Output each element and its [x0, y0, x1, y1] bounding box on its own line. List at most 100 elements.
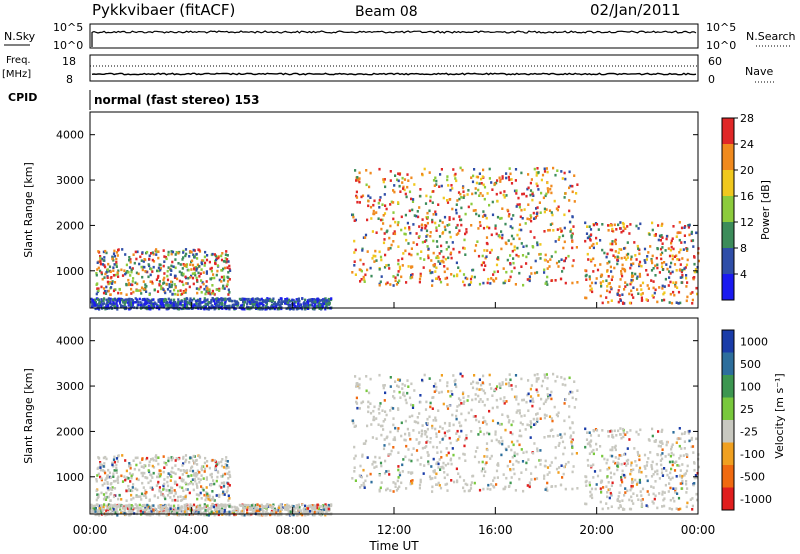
- velocity-cell: [210, 498, 213, 501]
- power-cell: [313, 305, 316, 308]
- velocity-cell: [495, 469, 499, 473]
- velocity-cell: [164, 510, 167, 513]
- power-cell: [638, 248, 641, 252]
- power-cell: [222, 260, 226, 263]
- velocity-cell: [425, 430, 428, 434]
- velocity-cell: [397, 427, 400, 430]
- power-cell: [637, 292, 640, 295]
- power-cell: [509, 254, 512, 257]
- velocity-cell: [209, 473, 212, 477]
- power-cell: [149, 273, 152, 277]
- power-cell: [383, 212, 387, 215]
- velocity-cell: [164, 497, 167, 501]
- velocity-cell: [253, 509, 256, 512]
- velocity-cell: [521, 398, 524, 402]
- power-cell: [638, 264, 641, 268]
- power-cell: [665, 263, 668, 266]
- power-cell: [306, 299, 309, 302]
- power-cell: [504, 222, 507, 226]
- velocity-cell: [184, 510, 187, 514]
- velocity-cell: [691, 508, 694, 511]
- power-cell: [415, 232, 418, 235]
- velocity-cell: [202, 477, 205, 480]
- power-cell: [182, 290, 185, 293]
- power-cell: [611, 229, 614, 232]
- power-cell: [100, 271, 103, 274]
- power-cell: [432, 251, 435, 255]
- power-cell: [470, 275, 473, 278]
- velocity-cell: [210, 475, 213, 479]
- power-cell: [199, 272, 202, 275]
- velocity-cell: [180, 513, 183, 517]
- power-cell: [525, 262, 528, 265]
- velocity-cell: [613, 429, 616, 433]
- power-cell: [529, 214, 532, 217]
- velocity-cell: [254, 509, 257, 513]
- power-cell: [377, 201, 380, 205]
- power-cell: [273, 307, 276, 311]
- power-cell: [645, 258, 648, 261]
- velocity-cell: [111, 486, 114, 489]
- power-cell: [382, 214, 385, 217]
- power-cell: [128, 307, 131, 311]
- velocity-cell: [474, 450, 478, 453]
- velocity-cell: [678, 427, 681, 430]
- power-cell: [611, 275, 614, 279]
- power-cell: [352, 215, 355, 219]
- power-cell: [658, 286, 661, 289]
- power-cell: [184, 263, 187, 267]
- power-cell: [606, 289, 609, 293]
- velocity-cell: [133, 467, 136, 471]
- power-cell: [164, 291, 167, 295]
- velocity-cell: [526, 393, 529, 397]
- velocity-cell: [186, 508, 189, 512]
- velocity-cell: [246, 506, 249, 509]
- power-cell: [575, 246, 578, 249]
- power-cell: [105, 303, 108, 307]
- power-cell: [220, 303, 224, 306]
- power-cell: [586, 236, 589, 240]
- velocity-cell: [462, 402, 465, 405]
- velocity-cell: [443, 476, 446, 480]
- velocity-cell: [501, 439, 504, 443]
- power-cell: [104, 265, 107, 269]
- velocity-cell: [455, 439, 458, 442]
- velocity-cell: [483, 391, 487, 395]
- power-cell: [205, 285, 208, 288]
- power-cell: [185, 265, 188, 268]
- power-cell: [606, 285, 609, 288]
- velocity-cell: [163, 482, 166, 486]
- velocity-cell: [110, 509, 113, 512]
- velocity-cell: [303, 507, 306, 510]
- velocity-cell: [185, 488, 188, 491]
- power-cell: [459, 192, 462, 196]
- power-cell: [117, 275, 120, 278]
- power-cell: [279, 304, 282, 307]
- power-cell: [609, 224, 612, 227]
- power-cell: [403, 178, 407, 181]
- velocity-cell: [107, 503, 111, 506]
- velocity-cell: [223, 511, 226, 514]
- velocity-cell: [314, 506, 317, 510]
- power-cell: [530, 216, 533, 219]
- velocity-cell: [103, 482, 106, 485]
- velocity-cell: [131, 506, 134, 510]
- velocity-cell: [118, 506, 121, 509]
- velocity-cell: [317, 507, 321, 510]
- velocity-cell: [510, 423, 513, 427]
- power-cell: [496, 200, 499, 203]
- power-cell: [474, 209, 477, 212]
- velocity-cell: [135, 463, 138, 467]
- power-cell: [526, 217, 529, 221]
- power-cell: [456, 223, 459, 227]
- velocity-cell: [257, 511, 261, 514]
- velocity-cell: [593, 470, 597, 473]
- velocity-cell: [224, 459, 227, 462]
- power-cell: [621, 293, 624, 296]
- velocity-cell: [486, 487, 489, 491]
- velocity-cell: [291, 513, 294, 516]
- power-cell: [302, 304, 305, 308]
- velocity-cell: [378, 404, 381, 408]
- velocity-cell: [118, 493, 121, 497]
- power-cell: [463, 247, 466, 250]
